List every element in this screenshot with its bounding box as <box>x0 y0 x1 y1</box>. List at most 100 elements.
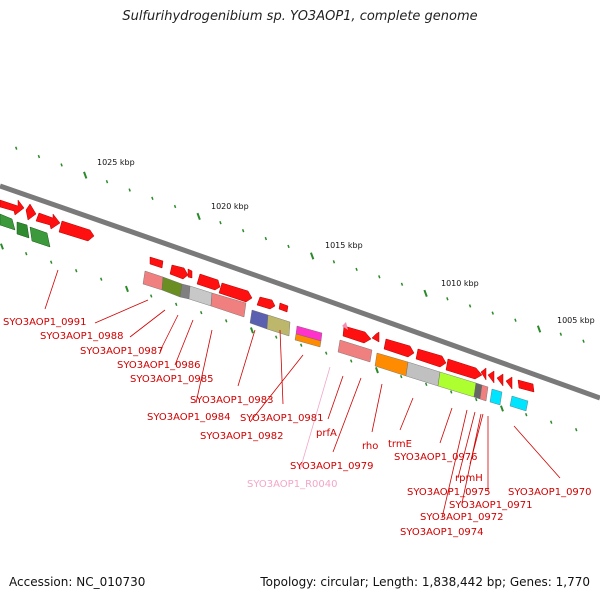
tick-mark <box>423 289 428 297</box>
tick-mark <box>350 359 353 363</box>
gene-arrow[interactable] <box>383 338 415 358</box>
tick-mark <box>174 302 178 306</box>
tick-mark <box>60 163 63 167</box>
gene-label[interactable]: SYO3AOP1_0983 <box>190 395 274 406</box>
leader-line <box>513 425 561 479</box>
genome-backbone <box>0 183 600 401</box>
gene-arrow[interactable] <box>169 264 189 280</box>
tick-mark <box>332 260 336 264</box>
gene-label[interactable]: SYO3AOP1_0979 <box>290 461 374 472</box>
leader-line <box>279 329 284 405</box>
tick-mark <box>400 282 404 286</box>
gene-label[interactable]: prfA <box>316 428 337 439</box>
tick-mark <box>199 310 203 315</box>
tick-mark <box>125 285 129 293</box>
gene-arrow[interactable] <box>517 379 535 393</box>
tick-mark <box>575 428 578 432</box>
tick-mark <box>549 420 553 424</box>
gene-label[interactable]: SYO3AOP1_R0040 <box>247 479 337 490</box>
accession-text: Accession: NC_010730 <box>9 575 146 589</box>
leader-line <box>461 413 482 504</box>
scale-label: 1025 kbp <box>97 158 135 167</box>
map-title: Sulfurihydrogenibium sp. YO3AOP1, comple… <box>122 9 478 24</box>
gene-label[interactable]: rho <box>362 441 378 452</box>
tick-mark <box>37 154 41 159</box>
tick-mark <box>525 413 528 417</box>
gene-arrow[interactable] <box>35 212 61 230</box>
scale-ticks <box>14 146 585 343</box>
tick-mark <box>24 252 28 256</box>
tick-mark <box>264 236 268 241</box>
gene-label[interactable]: SYO3AOP1_0981 <box>240 413 324 424</box>
tick-mark <box>287 244 290 249</box>
tick-mark <box>500 405 504 412</box>
leader-line <box>327 375 344 420</box>
leader-line <box>441 409 468 519</box>
gene-arrow[interactable] <box>58 220 95 242</box>
tick-mark <box>0 243 4 250</box>
tick-mark <box>475 397 478 402</box>
leader-line <box>44 269 59 310</box>
gene-label[interactable]: SYO3AOP1_0984 <box>147 412 231 423</box>
gene-label[interactable]: SYO3AOP1_0971 <box>449 500 533 511</box>
leader-line <box>237 329 256 387</box>
leader-line <box>174 319 194 366</box>
gene-arrow[interactable] <box>0 199 25 216</box>
gene-label[interactable]: SYO3AOP1_0975 <box>407 487 491 498</box>
gene-arrow[interactable] <box>445 358 483 380</box>
gene-arrow[interactable] <box>187 268 193 279</box>
tick-mark <box>446 297 449 301</box>
gene-arrow[interactable] <box>487 370 495 384</box>
gene-label[interactable]: SYO3AOP1_0974 <box>400 527 484 538</box>
tick-mark <box>536 325 542 333</box>
tick-mark <box>375 367 379 374</box>
gene-arrow[interactable] <box>342 325 372 344</box>
gene-arrow[interactable] <box>218 282 253 303</box>
gene-label[interactable]: SYO3AOP1_0972 <box>420 512 504 523</box>
gene-arrow[interactable] <box>371 331 380 343</box>
scale-labels: 1025 kbp 1020 kbp 1015 kbp 1010 kbp 1005… <box>97 158 595 325</box>
gene-label[interactable]: SYO3AOP1_0976 <box>394 452 478 463</box>
gene-arrow[interactable] <box>149 256 164 269</box>
leader-line <box>371 383 383 433</box>
tick-mark <box>325 351 328 355</box>
gene-arrow[interactable] <box>415 348 447 368</box>
tick-mark <box>75 269 78 273</box>
gene-label[interactable]: SYO3AOP1_0988 <box>40 331 124 342</box>
leader-line <box>249 354 304 423</box>
leader-line <box>457 411 476 479</box>
tick-mark <box>491 311 494 315</box>
tick-mark <box>173 204 177 209</box>
leader-line <box>439 407 453 444</box>
gene-label[interactable]: SYO3AOP1_0982 <box>200 431 284 442</box>
gene-arrow[interactable] <box>196 273 221 291</box>
rna-marker[interactable] <box>342 322 348 330</box>
tick-mark <box>275 335 278 339</box>
gene-label[interactable]: rpmH <box>455 473 483 484</box>
leader-line <box>332 377 362 453</box>
gene-arrow[interactable] <box>480 367 487 381</box>
tick-mark <box>424 382 428 386</box>
tick-mark <box>559 332 563 336</box>
gene-arrow[interactable] <box>256 296 276 310</box>
gene-arrow[interactable] <box>278 302 289 313</box>
leader-line <box>159 314 179 352</box>
tick-mark <box>105 180 109 184</box>
gene-label[interactable]: SYO3AOP1_0987 <box>80 346 164 357</box>
gene-arrow[interactable] <box>505 376 513 390</box>
gene-label[interactable]: SYO3AOP1_0985 <box>130 374 214 385</box>
tick-mark <box>468 304 472 308</box>
tick-mark <box>310 252 315 260</box>
gene-arrow[interactable] <box>25 203 37 221</box>
forward-strand-genes <box>0 199 535 393</box>
gene-label[interactable]: SYO3AOP1_0970 <box>508 487 592 498</box>
gene-arrow[interactable] <box>496 373 504 387</box>
tick-mark <box>355 267 358 272</box>
scale-label: 1015 kbp <box>325 241 363 250</box>
scale-label: 1010 kbp <box>441 279 479 288</box>
gene-label[interactable]: SYO3AOP1_0986 <box>117 360 201 371</box>
tick-mark <box>14 146 18 150</box>
gene-label[interactable]: SYO3AOP1_0991 <box>3 317 87 328</box>
gene-label[interactable]: trmE <box>388 439 412 450</box>
